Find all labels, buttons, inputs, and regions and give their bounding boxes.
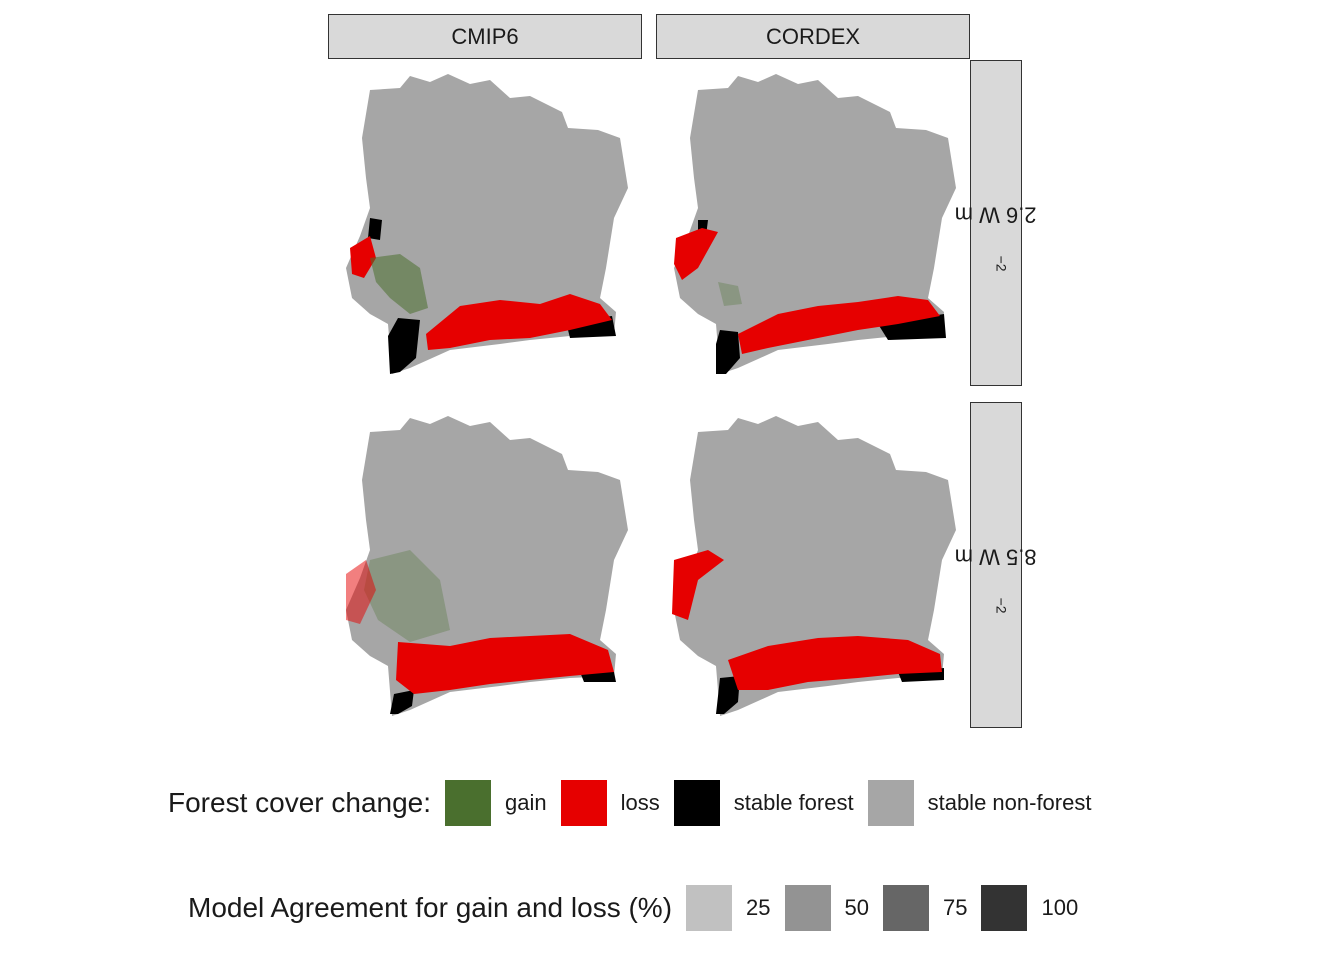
forest-loss-area-west (346, 560, 376, 624)
map-svg (346, 416, 628, 716)
stable-forest-area (368, 218, 616, 374)
forest-gain-area (364, 550, 450, 642)
legend-label-stable-forest: stable forest (733, 790, 854, 815)
legend-model-agreement: Model Agreement for gain and loss (%) 25… (188, 885, 1092, 931)
facet-strip-rcp85: 8.5 W m−2 (954, 402, 1037, 728)
legend-key-25 (686, 885, 733, 931)
legend-title: Forest cover change: (168, 787, 432, 818)
forest-loss-area (672, 550, 942, 690)
legend-label-stable-non-forest: stable non-forest (927, 790, 1092, 815)
facet-label-cordex: CORDEX (765, 23, 861, 49)
forest-loss-area (350, 236, 612, 350)
forest-gain-area (718, 282, 742, 306)
stable-forest-area (390, 672, 616, 714)
legend-label-100: 100 (1041, 895, 1079, 920)
legend-key-loss (560, 780, 607, 826)
legend-title: Model Agreement for gain and loss (%) (188, 892, 673, 923)
facet-label-rcp85: 8.5 W m−2 (954, 545, 1037, 614)
legend-key-50 (784, 885, 831, 931)
facet-label-rcp26: 2.6 W m−2 (954, 203, 1037, 272)
legend-label-gain: gain (505, 790, 547, 815)
map-panel-cmip6-rcp85 (330, 410, 630, 720)
legend-label-50: 50 (844, 895, 869, 920)
stable-forest-area (698, 220, 946, 374)
forest-gain-area (370, 254, 428, 314)
map-svg (672, 416, 956, 716)
facet-strip-cordex: CORDEX (656, 14, 970, 59)
forest-loss-area (674, 228, 940, 354)
map-panel-cmip6-rcp26 (330, 68, 630, 378)
facet-strip-cmip6: CMIP6 (328, 14, 642, 59)
legend-label-25: 25 (746, 895, 771, 920)
legend-key-75 (883, 885, 929, 931)
facet-label-cmip6: CMIP6 (451, 23, 519, 49)
legend-key-stable-forest (673, 780, 720, 826)
legend-label-loss: loss (620, 790, 660, 815)
legend-key-100 (981, 885, 1028, 931)
map-svg (346, 74, 628, 374)
map-panel-cordex-rcp85 (658, 410, 958, 720)
facet-strip-rcp26: 2.6 W m−2 (954, 60, 1037, 386)
map-panel-cordex-rcp26 (658, 68, 958, 378)
map-svg (674, 74, 956, 374)
forest-loss-area (396, 634, 614, 694)
legend-key-gain (445, 780, 492, 826)
legend-forest-change: Forest cover change: gain loss stable fo… (168, 780, 1105, 826)
legend-key-stable-non-forest (867, 780, 914, 826)
legend-label-75: 75 (943, 895, 968, 920)
